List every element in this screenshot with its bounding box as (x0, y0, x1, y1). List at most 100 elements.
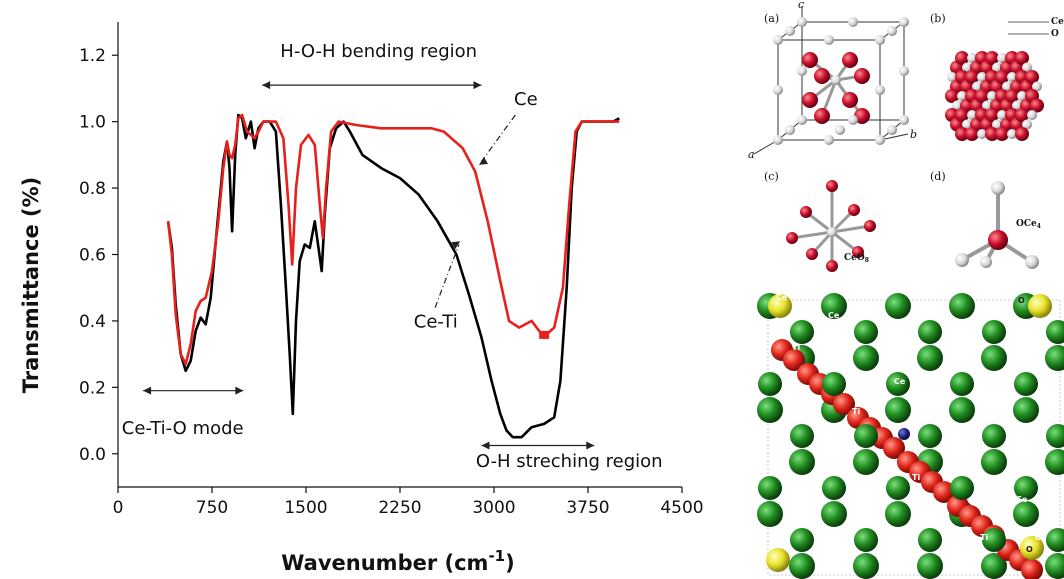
oxygen-atom (965, 127, 979, 141)
oxygen-atom (945, 89, 959, 103)
ce-atom (1045, 449, 1064, 475)
series-line-ce (166, 113, 620, 366)
annotation-layer: H-O-H bending region Ce-Ti-O mode O-H stre… (122, 41, 663, 472)
legend-ce: Ce (1051, 17, 1064, 27)
cerium-atom (875, 35, 885, 45)
oxygen-atom (814, 108, 830, 124)
cerium-atom (972, 81, 982, 92)
oh-label: O-H streching region (476, 451, 663, 472)
ti-atom (883, 437, 905, 459)
cerium-atom (824, 35, 834, 45)
ce-pointer (480, 114, 516, 162)
oxygen-atom (854, 68, 870, 84)
ce-atom (950, 476, 974, 500)
hoh-arrow-head-left (262, 81, 271, 90)
ce-atom (982, 424, 1006, 448)
ce-atom (950, 372, 974, 396)
ce-atom (918, 528, 942, 552)
cerium-atom (952, 100, 962, 111)
oxygen-atom (985, 127, 999, 141)
oh-arrow-head-right (586, 441, 595, 450)
y-axis: 0.0 0.2 0.4 0.6 0.8 1.0 1.2 (79, 46, 118, 465)
cerium-atom (992, 62, 1002, 73)
cerium-atom (1022, 62, 1032, 73)
cerium-atom (899, 115, 909, 125)
ti-atom (933, 481, 955, 503)
unit-cell-atoms (773, 17, 909, 145)
ce-atom (885, 501, 911, 527)
ce-atom (757, 501, 783, 527)
cerium-atom (848, 17, 858, 27)
oce4-label-sub: 4 (1037, 223, 1041, 230)
ce-atom (854, 320, 878, 344)
panel-d-label: (d) (930, 170, 946, 183)
supercell-ti-label-1: Ti (792, 343, 800, 352)
supercell-panel: Ce Ce Ti Ce Ti Ce Ti Ce Ti Ce O O (757, 293, 1064, 579)
ce-pointer-head (478, 156, 488, 165)
ti-atom (833, 393, 855, 415)
cerium-atom (967, 53, 977, 63)
oxygen-atom (814, 68, 830, 84)
ce-marker (539, 330, 550, 339)
cerium-atom (997, 53, 1007, 63)
ce-atom (885, 293, 911, 319)
cerium-atom (982, 100, 992, 111)
ceti-series-label: Ce-Ti (414, 312, 458, 333)
oh-arrow-head-left (481, 441, 490, 450)
cerium-atom (1007, 72, 1017, 82)
cerium-atom (773, 85, 783, 95)
cerium-atom (785, 26, 795, 36)
panel-b-cluster: (b) Ce O (930, 12, 1064, 141)
cerium-atom (773, 35, 783, 45)
ce-atom (949, 293, 975, 319)
oxygen-atom (842, 52, 858, 68)
cerium-atom (875, 135, 885, 145)
x-tick-label: 3000 (472, 498, 515, 518)
supercell-ce-label-6: Ce (1035, 533, 1047, 542)
ce-atom (1045, 553, 1064, 579)
supercell-ce-label-3: Ce (894, 377, 906, 386)
ce-atom (757, 397, 783, 423)
axis-b-label: b (910, 128, 917, 141)
o-atom (1028, 294, 1052, 318)
supercell-ti-label-2: Ti (852, 407, 860, 416)
oxygen-atom (1005, 89, 1019, 103)
supercell-ce-label-4: Ce (950, 435, 962, 444)
x-tick-label: 3750 (566, 498, 609, 518)
cerium-atom (957, 91, 967, 101)
y-tick-label: 0.4 (79, 312, 106, 332)
ce-series-label: Ce (514, 89, 538, 110)
axis-c-label: c (798, 0, 804, 11)
supercell-ti-label-4: Ti (980, 533, 988, 542)
cerium-atom (899, 66, 909, 76)
panel-a-unit-cell: (a) c b a (748, 0, 917, 161)
oce4-atoms (955, 181, 1039, 269)
ce-atom (821, 501, 847, 527)
axis-a-label: a (748, 148, 755, 161)
cerium-atom (947, 72, 957, 82)
ce-atom (790, 528, 814, 552)
oxygen-atom (1025, 70, 1039, 84)
cerium-atom (875, 85, 885, 95)
ce-atom (822, 476, 846, 500)
cetio-label: Ce-Ti-O mode (122, 418, 244, 439)
ceti-pointer-head (451, 241, 461, 250)
ce-atom (982, 528, 1006, 552)
ce-atom (885, 397, 911, 423)
cerium-atom (977, 72, 987, 82)
cerium-atom (785, 125, 795, 135)
x-axis-title: Wavenumber (cm-1) (281, 547, 514, 575)
x-axis: 0 750 1500 2250 3000 3750 4500 (113, 487, 704, 518)
cerium-atom (824, 135, 834, 145)
cerium-atom (1032, 81, 1042, 92)
ce-atom (853, 345, 879, 371)
ftir-chart: 0.0 0.2 0.4 0.6 0.8 1.0 1.2 0 750 1500 2250 3000 37… (19, 22, 704, 575)
panel-c-label: (c) (764, 170, 779, 183)
ce-atom (1014, 476, 1038, 500)
cerium-atom (887, 26, 897, 36)
panel-b-label: (b) (930, 12, 946, 25)
cerium-atom (899, 17, 909, 27)
x-tick-label: 750 (196, 498, 228, 518)
ce-atom (854, 424, 878, 448)
hoh-arrow-head-right (473, 81, 482, 90)
